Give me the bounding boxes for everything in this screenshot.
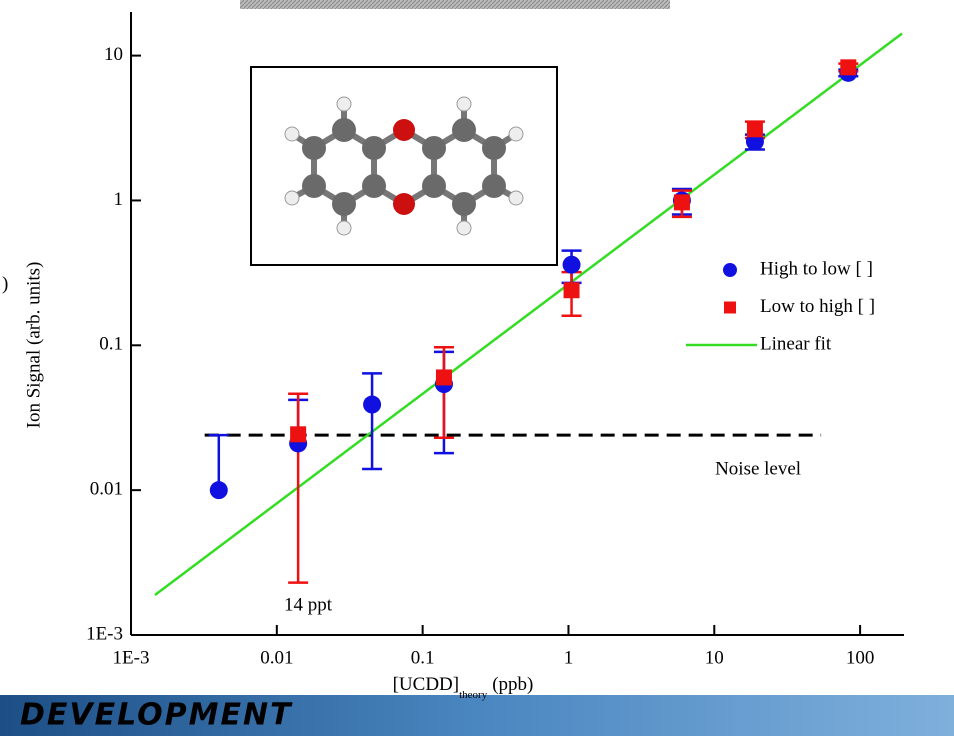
x-tick-label: 0.1 xyxy=(411,647,435,668)
x-label-main: [UCDD] xyxy=(393,674,460,695)
noise-label: Noise level xyxy=(715,458,801,479)
y-tick-label: 10 xyxy=(104,44,123,65)
point xyxy=(564,282,580,298)
error-bar xyxy=(362,373,382,469)
x-tick-label: 0.01 xyxy=(260,647,293,668)
annotation: 14 ppt xyxy=(284,594,333,615)
chart: DEVELOPMENT ) Ion Signal (arb. units) [U… xyxy=(0,0,954,736)
point xyxy=(840,59,856,75)
x-label-unit: (ppb) xyxy=(492,674,533,695)
x-tick-label: 10 xyxy=(705,647,724,668)
point xyxy=(210,481,228,499)
top-bar xyxy=(240,0,670,9)
point xyxy=(747,121,763,137)
legend-label: Linear fit xyxy=(760,333,832,354)
error-bar xyxy=(288,394,308,583)
y-axis-label: Ion Signal (arb. units) xyxy=(23,262,44,429)
y-tick-label: 0.1 xyxy=(99,334,123,355)
y-tick-label: 1 xyxy=(114,189,124,210)
molecule-inset xyxy=(251,67,557,265)
point xyxy=(363,396,381,414)
legend-marker xyxy=(723,263,737,277)
point xyxy=(563,256,581,274)
page: {"chart_data": { "type": "scatter", "x_l… xyxy=(0,0,954,736)
legend-marker xyxy=(724,302,736,314)
point xyxy=(674,194,690,210)
legend-label: High to low [ ] xyxy=(760,258,873,279)
x-tick-label: 1 xyxy=(564,647,574,668)
cropped-text: ) xyxy=(2,273,8,294)
point xyxy=(436,369,452,385)
y-tick-label: 0.01 xyxy=(90,479,123,500)
x-label-sub: theory xyxy=(459,689,488,701)
x-tick-label: 100 xyxy=(846,647,875,668)
legend-label: Low to high [ ] xyxy=(760,296,875,317)
point xyxy=(290,426,306,442)
y-tick-label: 1E-3 xyxy=(86,623,123,644)
x-tick-label: 1E-3 xyxy=(113,647,150,668)
banner-text: DEVELOPMENT xyxy=(20,698,293,733)
